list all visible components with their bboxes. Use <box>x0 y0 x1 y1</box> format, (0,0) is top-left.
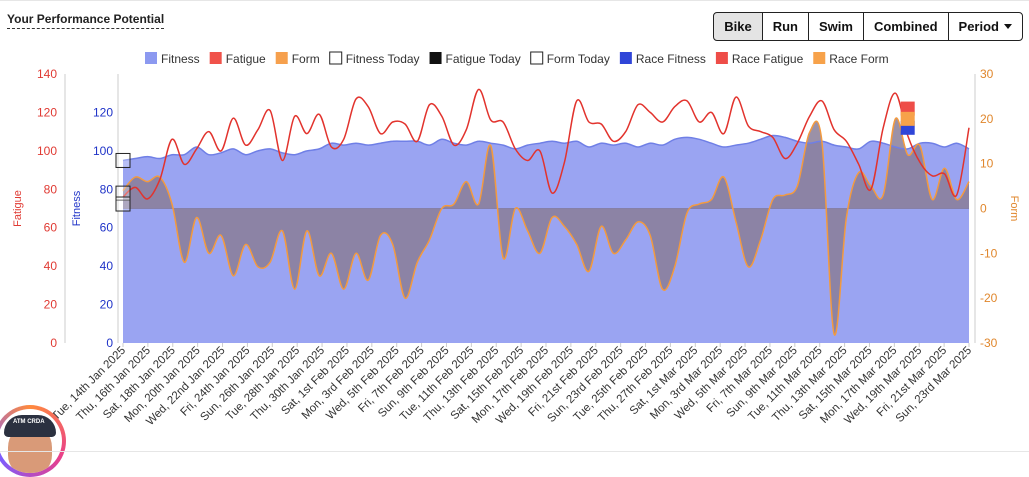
form-tick-label: 30 <box>980 67 994 81</box>
fatigue-tick-label: 120 <box>37 105 57 119</box>
legend-swatch-race-fitness <box>619 52 632 64</box>
fatigue-tick-label: 80 <box>44 182 58 196</box>
fitness-tick-label: 60 <box>100 221 114 235</box>
legend-swatch-fitness-today <box>329 51 343 65</box>
fatigue-tick-label: 140 <box>37 67 57 81</box>
fatigue-tick-label: 60 <box>44 221 58 235</box>
legend-swatch-form <box>275 52 288 64</box>
form-tick-label: 0 <box>980 202 987 216</box>
legend-swatch-fatigue-today <box>429 52 442 64</box>
legend-swatch-form-today <box>530 51 544 65</box>
fitness-axis-title: Fitness <box>71 190 83 226</box>
legend-swatch-fitness <box>145 52 157 64</box>
chart-markers <box>115 101 915 212</box>
form-tick-label: -10 <box>980 246 998 260</box>
fitness-tick-label: 40 <box>100 259 114 273</box>
period-label: Period <box>958 19 999 34</box>
form-tick-label: 20 <box>980 112 994 126</box>
legend-label-fitness-today: Fitness Today <box>346 52 420 66</box>
fitness-tick-label: 0 <box>106 336 113 350</box>
form-today-marker <box>115 196 131 212</box>
combined-button[interactable]: Combined <box>862 12 949 41</box>
plot-area <box>122 88 970 343</box>
form-line <box>122 117 970 336</box>
legend-label-form: Form <box>292 52 320 66</box>
fitness-today-marker <box>115 152 131 168</box>
user-avatar[interactable]: ATM CRDA <box>0 405 66 477</box>
legend-label-race-fitness: Race Fitness <box>636 52 706 66</box>
fitness-tick-label: 120 <box>93 105 113 119</box>
fatigue-line <box>122 88 970 200</box>
avatar-photo: ATM CRDA <box>0 409 62 473</box>
bottom-divider <box>0 451 1029 452</box>
run-button[interactable]: Run <box>761 12 809 41</box>
chart-axes: 020406080100120140020406080100120-30-20-… <box>12 67 1020 350</box>
bike-button[interactable]: Bike <box>713 12 763 41</box>
legend-swatch-race-fatigue <box>715 52 728 64</box>
legend-label-fatigue: Fatigue <box>226 52 266 66</box>
fatigue-axis-title: Fatigue <box>12 190 24 227</box>
fitness-tick-label: 100 <box>93 144 113 158</box>
fatigue-tick-label: 20 <box>44 298 58 312</box>
top-divider <box>0 0 1029 1</box>
sport-selector: Bike Run Swim Combined Period <box>713 12 1023 41</box>
form-area <box>123 118 969 336</box>
legend-label-form-today: Form Today <box>547 52 610 66</box>
chart-legend: Fitness Fatigue Form Fitness Today Fatigue T… <box>145 51 889 66</box>
avatar-cap-text: ATM CRDA <box>13 419 45 425</box>
fitness-area <box>123 135 969 343</box>
fatigue-tick-label: 100 <box>37 144 57 158</box>
form-tick-label: -20 <box>980 291 998 305</box>
form-axis-title: Form <box>1008 196 1020 222</box>
form-tick-label: 10 <box>980 157 994 171</box>
fitness-line <box>122 134 970 162</box>
legend-label-fitness: Fitness <box>161 52 200 66</box>
period-dropdown-button[interactable]: Period <box>947 12 1023 41</box>
legend-label-race-form: Race Form <box>829 52 888 66</box>
fitness-tick-label: 20 <box>100 298 114 312</box>
fatigue-tick-label: 0 <box>50 336 57 350</box>
form-tick-label: -30 <box>980 336 998 350</box>
legend-label-fatigue-today: Fatigue Today <box>446 52 521 66</box>
fatigue-tick-label: 40 <box>44 259 58 273</box>
performance-chart: Fitness Fatigue Form Fitness Today Fatigue T… <box>12 51 1020 428</box>
swim-button[interactable]: Swim <box>808 12 864 41</box>
avatar-cap <box>4 415 56 437</box>
race-form-marker <box>900 111 915 126</box>
legend-swatch-race-form <box>813 52 826 64</box>
caret-down-icon <box>1004 24 1012 29</box>
legend-swatch-fatigue <box>209 52 222 64</box>
page-title[interactable]: Your Performance Potential <box>7 12 165 29</box>
legend-label-race-fatigue: Race Fatigue <box>732 52 804 66</box>
fitness-tick-label: 80 <box>100 182 114 196</box>
